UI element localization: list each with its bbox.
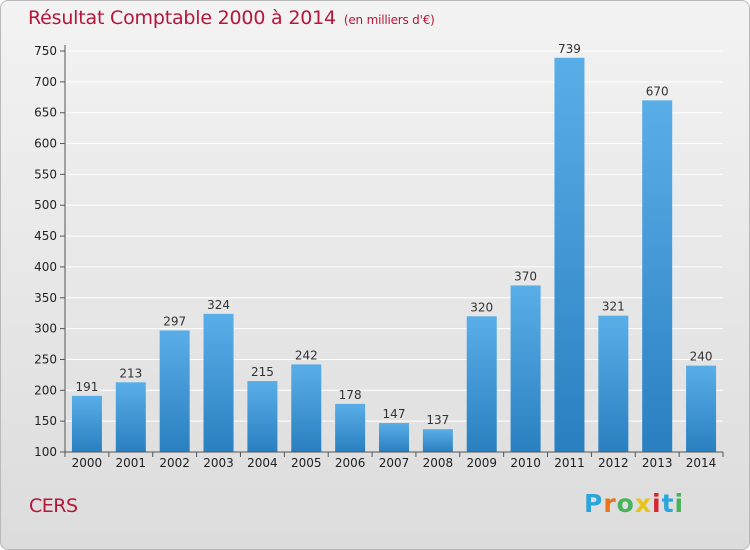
y-tick-label: 750 xyxy=(34,44,57,58)
data-label: 240 xyxy=(690,350,713,364)
data-label: 320 xyxy=(470,300,493,314)
x-tick-label: 2012 xyxy=(598,456,629,470)
x-tick-label: 2002 xyxy=(159,456,190,470)
data-label: 215 xyxy=(251,365,274,379)
bar xyxy=(379,423,409,452)
y-tick-label: 200 xyxy=(34,383,57,397)
logo-letter: t xyxy=(661,489,675,518)
y-tick-label: 700 xyxy=(34,75,57,89)
commune-name: CERS xyxy=(29,495,78,517)
y-tick-label: 250 xyxy=(34,352,57,366)
x-tick-label: 2014 xyxy=(686,456,717,470)
bar xyxy=(466,316,497,452)
x-tick-label: 2001 xyxy=(116,456,147,470)
x-tick-label: 2000 xyxy=(72,456,103,470)
data-label: 178 xyxy=(339,388,362,402)
y-tick-label: 150 xyxy=(34,414,57,428)
axes: 100 150 200 250 300 350 400 450 500 550 600 650 700 7… xyxy=(34,44,724,470)
data-label: 370 xyxy=(514,269,537,283)
bar xyxy=(115,382,146,452)
bar xyxy=(642,100,673,452)
bar xyxy=(291,364,322,452)
y-tick-label: 600 xyxy=(34,137,57,151)
x-tick-label: 2005 xyxy=(291,456,322,470)
bar xyxy=(686,365,717,452)
logo-letter: P xyxy=(584,489,604,518)
bar xyxy=(422,429,453,452)
y-tick-label: 400 xyxy=(34,260,57,274)
data-label: 191 xyxy=(75,380,98,394)
y-tick-label: 300 xyxy=(34,322,57,336)
data-label: 670 xyxy=(646,84,669,98)
data-label: 739 xyxy=(558,42,581,56)
y-tick-label: 550 xyxy=(34,167,57,181)
bar xyxy=(510,285,541,452)
logo-letter: i xyxy=(674,489,685,518)
logo-letter: i xyxy=(652,489,662,518)
logo-letter: r xyxy=(603,489,617,518)
bar xyxy=(159,330,190,452)
bar xyxy=(554,57,585,452)
x-tick-label: 2003 xyxy=(203,456,234,470)
x-tick-label: 2004 xyxy=(247,456,278,470)
bars: 191 213 297 324 215 242 178 147 137 320 370 739 321 6… xyxy=(71,42,717,452)
bar xyxy=(335,403,366,452)
y-tick-label: 100 xyxy=(34,445,57,459)
bar xyxy=(203,313,234,452)
y-tick-label: 500 xyxy=(34,198,57,212)
data-label: 321 xyxy=(602,300,625,314)
data-label: 297 xyxy=(163,314,186,328)
x-tick-label: 2006 xyxy=(335,456,366,470)
data-label: 242 xyxy=(295,348,318,362)
data-label: 147 xyxy=(383,407,406,421)
x-tick-label: 2010 xyxy=(510,456,541,470)
data-label: 213 xyxy=(119,366,142,380)
bar xyxy=(247,381,278,452)
x-tick-label: 2011 xyxy=(554,456,585,470)
chart-title: Résultat Comptable 2000 à 2014 (en millie… xyxy=(28,7,435,29)
bar xyxy=(598,315,629,452)
bar xyxy=(71,395,102,452)
y-tick-label: 450 xyxy=(34,229,57,243)
chart-subtitle: (en milliers d'€) xyxy=(343,13,435,27)
data-label: 324 xyxy=(207,298,230,312)
y-tick-label: 350 xyxy=(34,291,57,305)
logo-letter: o xyxy=(616,489,635,518)
x-tick-label: 2009 xyxy=(466,456,497,470)
title-text: Résultat Comptable 2000 à 2014 xyxy=(28,7,336,29)
x-tick-label: 2007 xyxy=(379,456,410,470)
x-tick-label: 2008 xyxy=(423,456,454,470)
data-label: 137 xyxy=(426,413,449,427)
x-tick-label: 2013 xyxy=(642,456,673,470)
logo-letter: x xyxy=(634,489,652,518)
y-tick-label: 650 xyxy=(34,106,57,120)
proxiti-logo: Proxiti xyxy=(584,489,684,518)
